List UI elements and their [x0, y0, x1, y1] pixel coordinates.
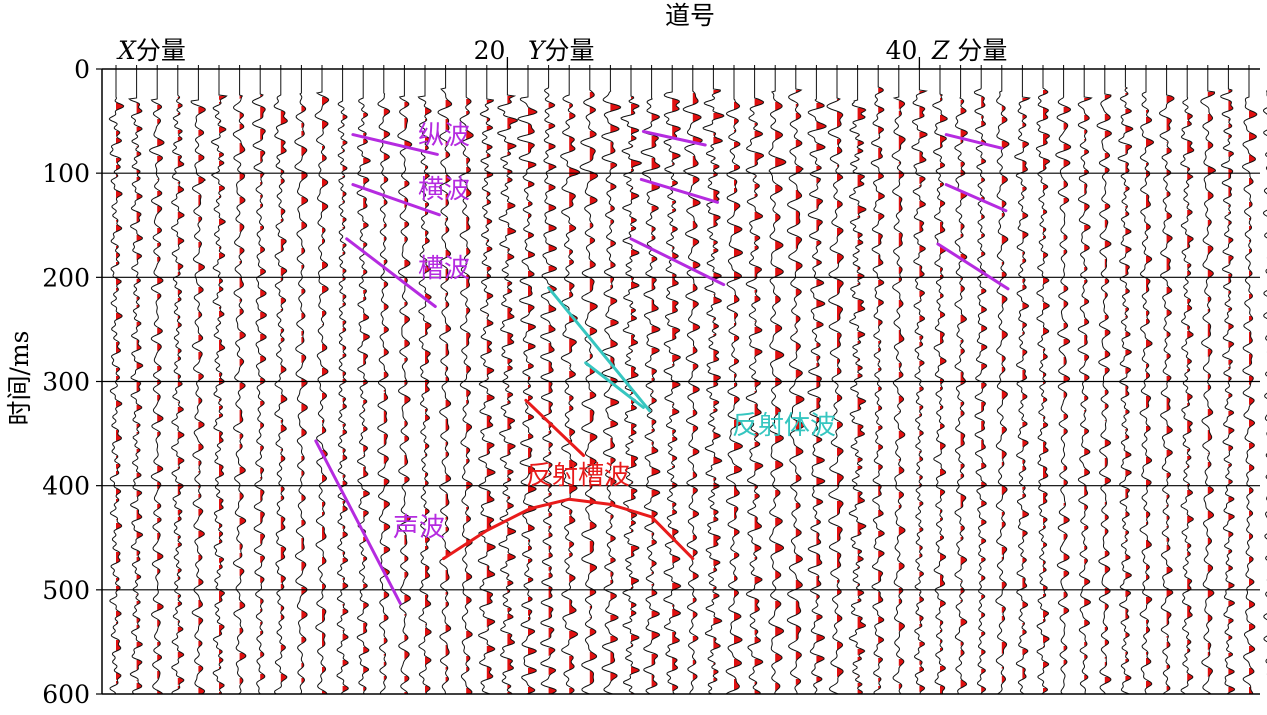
trace-28-fill [672, 99, 681, 694]
trace-50-fill [1125, 88, 1133, 694]
trace-43-fill [981, 97, 987, 693]
grid-layer [102, 172, 1260, 591]
trace-49-fill [1104, 95, 1112, 684]
trace-37-fill [857, 108, 866, 694]
y-tick-label-600: 600 [42, 680, 90, 709]
trace-14-fill [383, 109, 390, 680]
y-tick-label-200: 200 [42, 263, 90, 292]
trace-22-fill [548, 103, 557, 694]
trace-55-fill [1228, 90, 1235, 693]
component-x-suffix: 分量 [136, 36, 186, 65]
annotation-channel-wave: 槽波 [418, 254, 470, 284]
pick-line-7 [629, 237, 726, 287]
trace-48-fill [1084, 98, 1092, 680]
pick-line-6 [639, 177, 719, 204]
y-axis-title: 时间/ms [5, 331, 34, 426]
pick-line-1 [351, 133, 439, 156]
trace-47-fill [1063, 107, 1071, 665]
top-axis: 20 40 [115, 36, 1250, 69]
pick-lines-layer [314, 130, 1010, 605]
component-z-symbol: Z [931, 36, 950, 65]
trace-16-fill [425, 108, 432, 693]
component-z-suffix: 分量 [949, 36, 1007, 65]
trace-54-fill [1207, 92, 1216, 694]
trace-32-fill [754, 99, 764, 694]
annotation-s-wave: 横波 [418, 175, 470, 205]
trace-57-wiggle [1262, 90, 1267, 676]
trace-8-fill [260, 95, 267, 680]
trace-39-fill [898, 101, 906, 694]
pick-line-11 [547, 286, 651, 413]
component-x-symbol: X [116, 36, 137, 65]
trace-3-fill [157, 105, 164, 694]
trace-53-fill [1187, 114, 1194, 681]
component-label-y: Y分量 [528, 36, 595, 65]
component-label-x: X分量 [116, 36, 186, 65]
trace-24-fill [589, 92, 598, 684]
pick-line-14 [442, 497, 695, 561]
pick-line-4 [314, 439, 402, 605]
top-tick-label-20: 20 [474, 36, 506, 65]
trace-10-fill [301, 106, 308, 683]
trace-38-fill [878, 88, 885, 689]
trace-36-fill [837, 99, 844, 677]
y-tick-label-0: 0 [74, 55, 90, 84]
y-tick-label-100: 100 [42, 159, 90, 188]
trace-23-fill [569, 104, 580, 694]
pick-line-10 [936, 242, 1010, 291]
trace-45-fill [1022, 98, 1030, 694]
component-label-z: Z 分量 [931, 36, 1007, 65]
component-y-suffix: 分量 [545, 36, 595, 65]
trace-57 [1262, 90, 1267, 676]
pick-line-2 [351, 183, 441, 217]
trace-12-fill [342, 115, 349, 692]
trace-6-fill [219, 96, 227, 694]
pick-line-13 [524, 398, 586, 457]
trace-34-fill [795, 90, 805, 685]
trace-44-fill [1001, 106, 1009, 683]
trace-52-fill [1166, 96, 1174, 691]
pick-line-8 [944, 133, 1004, 150]
y-tick-label-300: 300 [42, 368, 90, 397]
component-y-symbol: Y [528, 36, 547, 65]
pick-line-9 [944, 183, 1008, 213]
y-axis: 0 100 200 300 400 500 600 [42, 55, 102, 709]
trace-15-fill [404, 102, 412, 694]
pick-line-3 [345, 237, 437, 308]
annotation-reflected-channel-wave: 反射槽波 [526, 461, 630, 491]
pick-line-12 [584, 361, 645, 409]
trace-29-fill [692, 93, 703, 680]
trace-1-fill [116, 103, 124, 684]
annotation-acoustic-wave: 声波 [393, 513, 445, 543]
top-axis-title: 道号 [665, 1, 715, 30]
annotation-p-wave: 纵波 [418, 121, 470, 151]
trace-21-fill [528, 108, 537, 694]
annotation-reflected-body-wave: 反射体波 [732, 411, 836, 441]
trace-5-fill [198, 107, 206, 694]
trace-18-fill [466, 99, 474, 694]
top-tick-label-40: 40 [886, 36, 918, 65]
trace-11-fill [322, 97, 329, 694]
pick-line-5 [641, 130, 707, 147]
y-tick-label-400: 400 [42, 472, 90, 501]
y-tick-label-500: 500 [42, 576, 90, 605]
